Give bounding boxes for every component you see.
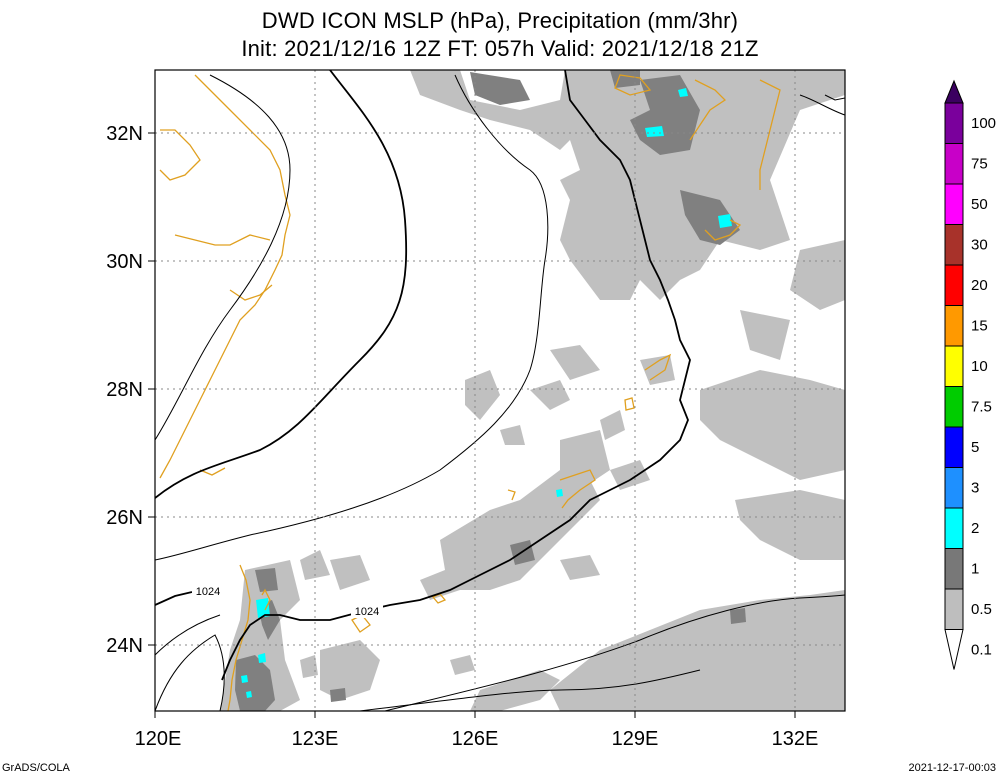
coastlines <box>159 74 781 711</box>
contour-label-1024-west: 1024 <box>196 586 220 598</box>
lat-label-28n: 28N <box>106 379 143 401</box>
colorbar-swatch <box>944 102 964 144</box>
lon-label-129e: 129E <box>612 728 659 750</box>
colorbar-swatch <box>944 345 964 387</box>
map-frame <box>154 69 846 712</box>
colorbar-label: 100 <box>971 115 996 132</box>
footer-credit: GrADS/COLA <box>2 762 70 774</box>
precip-light-layer <box>220 70 845 711</box>
colorbar-swatch <box>944 386 964 428</box>
footer-timestamp: 2021-12-17-00:03 <box>908 762 996 774</box>
lon-label-126e: 126E <box>452 728 499 750</box>
contour-labels: 1024 1024 <box>192 584 383 618</box>
colorbar-swatch <box>944 143 964 185</box>
colorbar-bottom-arrow <box>944 629 964 670</box>
colorbar-swatch <box>944 305 964 347</box>
gridlines <box>155 70 845 711</box>
colorbar-swatch <box>944 224 964 266</box>
colorbar-label: 50 <box>971 196 988 213</box>
colorbar-swatch <box>944 426 964 468</box>
map-area <box>155 70 845 711</box>
colorbar-label: 1 <box>971 561 979 578</box>
colorbar-label: 20 <box>971 277 988 294</box>
lon-axis-labels: 120E 123E 126E 129E 132E <box>135 728 819 750</box>
colorbar-swatch <box>944 264 964 306</box>
precip-heavy-layer <box>241 88 732 698</box>
colorbar-label: 0.1 <box>971 642 992 659</box>
colorbar-swatch <box>944 467 964 509</box>
colorbar-label: 2 <box>971 520 979 537</box>
colorbar-swatch <box>944 183 964 225</box>
colorbar-label: 3 <box>971 480 979 497</box>
lat-label-24n: 24N <box>106 635 143 657</box>
colorbar-swatch <box>944 507 964 549</box>
colorbar-label: 7.5 <box>971 399 992 416</box>
colorbar-label: 30 <box>971 237 988 254</box>
colorbar-swatch <box>944 588 964 630</box>
lat-label-32n: 32N <box>106 123 143 145</box>
lat-label-26n: 26N <box>106 507 143 529</box>
axis-ticks <box>148 132 796 718</box>
colorbar-label: 75 <box>971 156 988 173</box>
map-title-line1: DWD ICON MSLP (hPa), Precipitation (mm/3… <box>261 8 739 33</box>
precip-colorbar: 100 75 50 30 20 15 10 7.5 5 3 2 1 0.5 0.1 <box>944 79 996 670</box>
colorbar-label: 5 <box>971 439 979 456</box>
lon-label-120e: 120E <box>135 728 182 750</box>
isobars <box>155 70 845 711</box>
contour-label-1024-south: 1024 <box>355 606 379 618</box>
map-title-line2: Init: 2021/12/16 12Z FT: 057h Valid: 202… <box>241 36 759 61</box>
colorbar-label: 15 <box>971 318 988 335</box>
colorbar-swatch <box>944 548 964 590</box>
lon-label-123e: 123E <box>292 728 339 750</box>
lat-axis-labels: 32N 30N 28N 26N 24N <box>106 123 143 657</box>
lat-label-30n: 30N <box>106 251 143 273</box>
colorbar-top-arrow <box>944 79 964 104</box>
colorbar-label: 10 <box>971 358 988 375</box>
colorbar-label: 0.5 <box>971 601 992 618</box>
lon-label-132e: 132E <box>772 728 819 750</box>
